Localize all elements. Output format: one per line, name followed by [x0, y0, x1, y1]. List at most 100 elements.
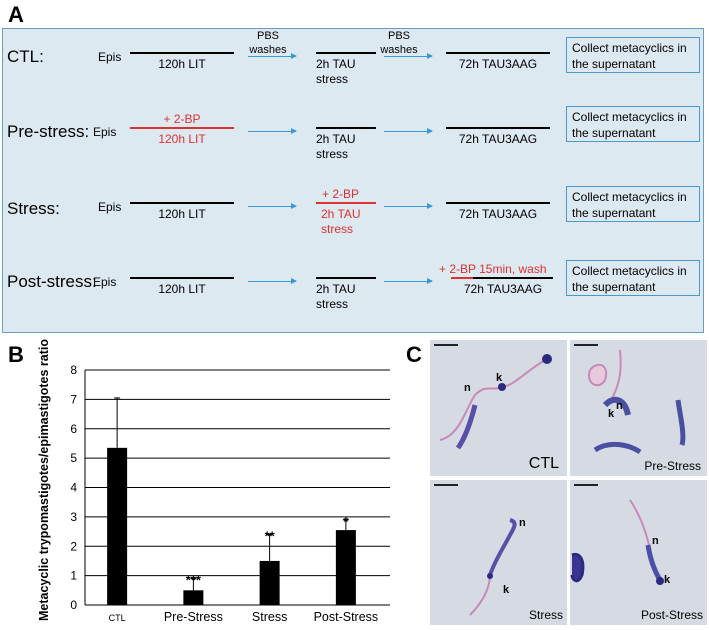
- step3-label: 72h TAU3AAG: [458, 207, 538, 221]
- epis-label: Epis: [93, 125, 117, 139]
- row-label: Post-stress:: [7, 272, 97, 291]
- significance-label: *: [343, 514, 349, 529]
- step1-line: [130, 202, 234, 204]
- micrograph-stress: n k Stress: [430, 480, 567, 625]
- collect-box: Collect metacyclics in the supernatant: [566, 186, 700, 222]
- x-tick-label: Post-Stress: [314, 610, 379, 624]
- micrograph-caption: Post-Stress: [640, 608, 703, 622]
- scale-bar: [574, 484, 598, 486]
- epis-label: Epis: [93, 275, 117, 289]
- schematic-row: CTL: Epis PBS washes PBS washes 120h LIT 2…: [3, 29, 703, 104]
- bar: [259, 560, 280, 605]
- step2-label: 2h TAU stress: [316, 132, 356, 161]
- nucleus-label: n: [652, 535, 659, 547]
- nucleus-label: n: [464, 382, 471, 394]
- treatment-label: + 2-BP: [163, 112, 201, 126]
- step1-label: 120h LIT: [158, 207, 206, 221]
- kinetoplast-label: k: [496, 372, 503, 384]
- step1-label: 120h LIT: [158, 57, 206, 71]
- scale-bar: [574, 344, 598, 346]
- step3-line: [473, 277, 553, 279]
- y-tick-label: 1: [70, 569, 77, 583]
- y-tick-label: 4: [70, 481, 77, 495]
- y-tick-label: 3: [70, 510, 77, 524]
- x-tick-label: Pre-Stress: [164, 610, 223, 624]
- row-label: Pre-stress:: [7, 122, 90, 141]
- cell-image: [439, 354, 552, 450]
- cell-image: [469, 518, 517, 616]
- step3-label: 72h TAU3AAG: [458, 132, 538, 146]
- schematic-row: Post-stress: Epis 120h LIT 2h TAU stress …: [3, 254, 703, 329]
- schematic-row: Pre-stress: Epis + 2-BP 120h LIT 2h TAU s…: [3, 104, 703, 179]
- arrow-icon: [248, 128, 297, 134]
- y-tick-label: 7: [70, 392, 77, 406]
- arrow-icon: [384, 203, 433, 209]
- step3-line: [446, 52, 550, 54]
- micrograph-caption: Pre-Stress: [644, 459, 701, 473]
- wash-label: PBS washes: [249, 30, 287, 56]
- step2-line-treated: [316, 202, 376, 204]
- schematic-row: Stress: Epis 120h LIT + 2-BP 2h TAU stres…: [3, 179, 703, 254]
- significance-label: **: [265, 529, 276, 544]
- protocol-schematic: CTL: Epis PBS washes PBS washes 120h LIT 2…: [2, 28, 704, 333]
- row-label: CTL:: [7, 47, 44, 66]
- collect-box: Collect metacyclics in the supernatant: [566, 37, 700, 73]
- step2-label: 2h TAU stress: [321, 207, 361, 236]
- row-label: Stress:: [7, 199, 60, 218]
- scale-bar: [434, 484, 458, 486]
- cell-image: [588, 349, 686, 455]
- epis-label: Epis: [98, 200, 122, 214]
- collect-box: Collect metacyclics in the supernatant: [566, 260, 700, 296]
- kinetoplast-label: k: [664, 574, 671, 586]
- y-tick-label: 8: [70, 363, 77, 377]
- step3-line: [446, 202, 550, 204]
- x-tick-label: Stress: [252, 610, 287, 624]
- step2-line: [316, 277, 376, 279]
- panel-b-letter: B: [8, 342, 24, 367]
- cell-image: [570, 499, 664, 585]
- panel-c-letter: C: [406, 342, 422, 367]
- bar: [107, 447, 128, 605]
- treatment-label: + 2-BP: [322, 187, 360, 201]
- x-tick-label: CTL: [109, 613, 126, 623]
- micrograph-post-stress: n k Post-Stress: [570, 480, 707, 625]
- bar: [183, 590, 204, 605]
- arrow-icon: [248, 203, 297, 209]
- arrow-icon: [384, 278, 433, 284]
- arrow-icon: [384, 128, 433, 134]
- collect-box: Collect metacyclics in the supernatant: [566, 106, 700, 142]
- step1-label: 120h LIT: [158, 282, 206, 296]
- y-tick-label: 0: [70, 598, 77, 612]
- wash-label: PBS washes: [380, 30, 418, 56]
- arrow-icon: [248, 278, 297, 284]
- y-axis-label: Metacyclic trypomastigotes/epimastigotes…: [37, 339, 51, 621]
- micrograph-caption: Stress: [528, 608, 563, 622]
- step3-line-treated: [451, 277, 473, 279]
- arrow-icon: [248, 53, 297, 59]
- significance-label: ***: [186, 573, 202, 588]
- micrograph-caption: CTL: [528, 455, 559, 472]
- nucleus-label: n: [519, 517, 526, 529]
- step1-label: 120h LIT: [158, 132, 206, 146]
- micrograph-pre-stress: n k Pre-Stress: [570, 340, 707, 476]
- y-tick-label: 6: [70, 422, 77, 436]
- step1-line: [130, 52, 234, 54]
- step3-label: 72h TAU3AAG: [463, 282, 543, 296]
- y-tick-label: 2: [70, 539, 77, 553]
- step1-line: [130, 277, 234, 279]
- epis-label: Epis: [98, 50, 122, 64]
- step2-label: 2h TAU stress: [316, 282, 356, 311]
- ratio-bar-chart: Metacyclic trypomastigotes/epimastigotes…: [0, 335, 395, 625]
- treatment-label: + 2-BP 15min, wash: [439, 262, 547, 276]
- step2-label: 2h TAU stress: [316, 57, 356, 86]
- step2-line: [316, 52, 376, 54]
- step3-line: [446, 127, 550, 129]
- arrow-icon: [384, 53, 433, 59]
- step3-label: 72h TAU3AAG: [458, 57, 538, 71]
- step1-line-treated: [130, 127, 234, 129]
- kinetoplast-label: k: [608, 408, 615, 420]
- kinetoplast-label: k: [503, 584, 510, 596]
- step2-line: [316, 127, 376, 129]
- micrograph-ctl: n k CTL: [430, 340, 567, 476]
- bar: [335, 530, 356, 605]
